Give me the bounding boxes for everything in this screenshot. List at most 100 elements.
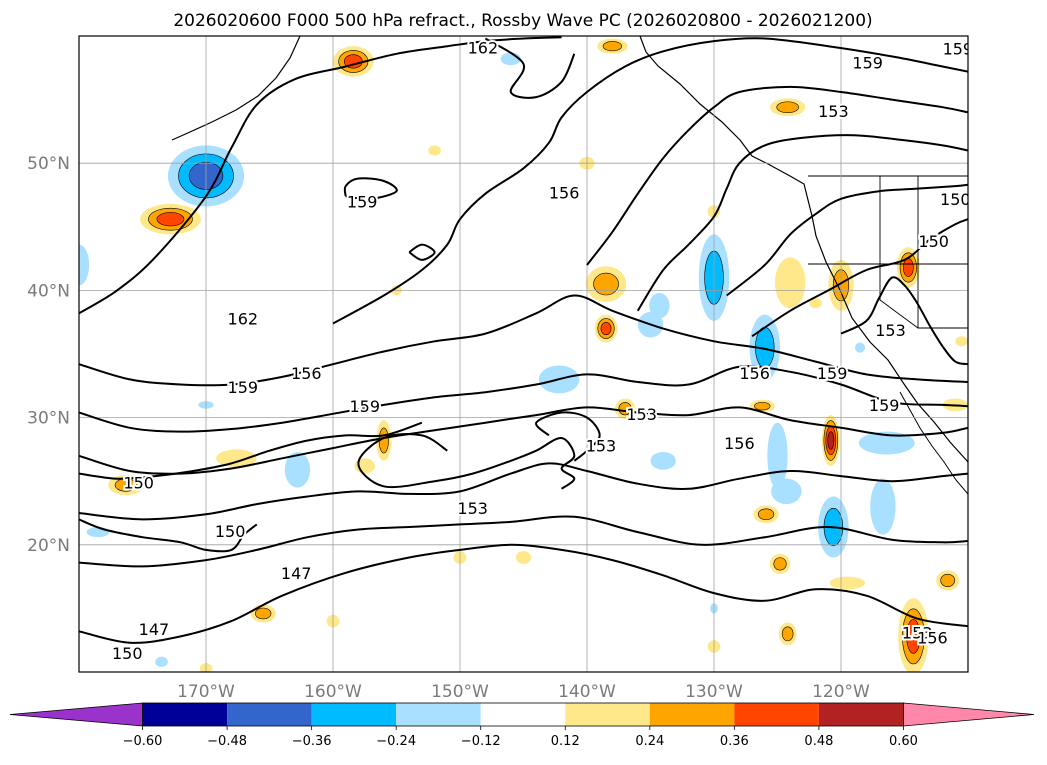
colorbar-tick-label: −0.12 [461,734,501,749]
anomaly-level [354,458,375,474]
contour-label: 156 [739,364,770,383]
contour-label: 150 [940,190,971,209]
longitude-tick-labels: 170°W 160°W 150°W 140°W 130°W 120°W [177,682,870,702]
anomaly-level [771,478,802,505]
latitude-tick-labels: 50°N 40°N 30°N 20°N [27,154,70,556]
contour-label: 147 [281,564,312,583]
colorbar-tick-label: 0.48 [804,734,833,749]
positive-anomaly-patch [898,598,929,672]
refractivity-contour [79,365,968,433]
positive-anomaly-patch [250,604,276,623]
lat-lon-gridlines [79,36,968,672]
colorbar-segment [480,703,566,726]
negative-anomaly-patch [155,656,168,667]
anomaly-level [754,401,771,411]
positive-anomaly-patch [216,449,257,468]
anomaly-level [955,336,968,347]
contour-label: 162 [468,38,499,57]
positive-anomaly-patch [585,266,627,302]
positive-anomaly-patch [749,399,775,413]
positive-anomaly-patch [769,98,806,117]
refractivity-contour [636,134,968,312]
contour-label: 150 [112,644,143,663]
positive-anomaly-patch [333,46,374,77]
anomaly-level [870,478,896,535]
anomaly-level [255,607,272,620]
colorbar-segment [649,703,735,726]
anomaly-level [600,322,612,336]
colorbar-tick-label: −0.48 [207,734,247,749]
anomaly-level [284,451,311,488]
anomaly-level [774,257,806,309]
contour-label: 153 [818,102,849,121]
anomaly-level [757,508,775,521]
refractivity-contour [751,218,968,338]
lon-tick-label: 140°W [558,682,616,702]
refractivity-contour [79,294,968,387]
contour-label: 159 [869,396,900,415]
anomaly-level [86,526,110,538]
anomaly-level [156,212,185,227]
anomaly-level [515,551,532,564]
refractivity-contour [79,543,968,644]
positive-anomaly-patch [936,570,960,591]
anomaly-level [829,576,866,590]
anomaly-level [216,449,257,468]
contour-label: 156 [724,434,755,453]
negative-anomaly-patch [284,451,311,488]
refractivity-contour [357,433,576,490]
colorbar-tick-label: 0.12 [551,734,580,749]
anomaly-level [906,619,921,654]
contour-label: 156 [549,183,580,202]
refractivity-contour [408,243,436,261]
colorbar-segment [396,703,481,726]
negative-anomaly-patch [79,244,90,286]
lon-tick-label: 160°W [304,682,362,702]
alaska-peninsula-coastline [171,36,301,141]
colorbar-segment [227,703,312,726]
lat-tick-label: 40°N [27,281,70,301]
lon-tick-label: 170°W [177,682,235,702]
negative-anomaly-patch [86,526,110,538]
colorbar-outline [142,702,904,727]
anomaly-level [854,342,866,353]
colorbar-segment [142,703,228,726]
positive-anomaly-patch [139,203,201,235]
refractivity-contour [726,183,968,297]
colorbar-tick-label: 0.36 [720,734,749,749]
refractivity-contour [79,421,423,480]
refractivity-contour [484,37,576,99]
lon-tick-label: 150°W [431,682,489,702]
refractivity-contour [840,276,968,366]
map-frame [78,35,969,673]
contour-label: 159 [943,40,974,59]
contour-label: 147 [139,620,170,639]
contour-label: 159 [817,364,848,383]
colorbar-tick-label: 0.24 [635,734,664,749]
negative-anomaly-patch [771,478,802,505]
positive-anomaly-patch [896,247,920,288]
coastline-layer [171,36,968,495]
refractivity-contour [79,462,968,521]
positive-anomaly-patch [753,505,779,524]
colorbar-tick-label: 0.60 [889,734,918,749]
positive-anomaly-patch [769,553,791,575]
refractivity-contour [79,406,968,475]
contour-label: 162 [228,309,259,328]
positive-anomaly-patch [515,551,532,564]
anomaly-level [902,258,914,277]
positive-anomaly-patch [774,257,806,309]
positive-anomaly-patch [809,298,822,309]
colorbar-max-extend [903,702,1035,727]
refractivity-contour-lines [79,36,968,644]
colorbar-tick-label: −0.60 [123,734,163,749]
contour-label: 150 [123,473,154,492]
colorbar-segment [311,703,397,726]
refractivity-contour [332,37,968,325]
positive-anomaly-patch [829,576,866,590]
positive-anomaly-patch [428,145,441,156]
positive-anomaly-patch [821,415,840,466]
negative-anomaly-patch [870,478,896,535]
anomaly-level [649,292,670,319]
